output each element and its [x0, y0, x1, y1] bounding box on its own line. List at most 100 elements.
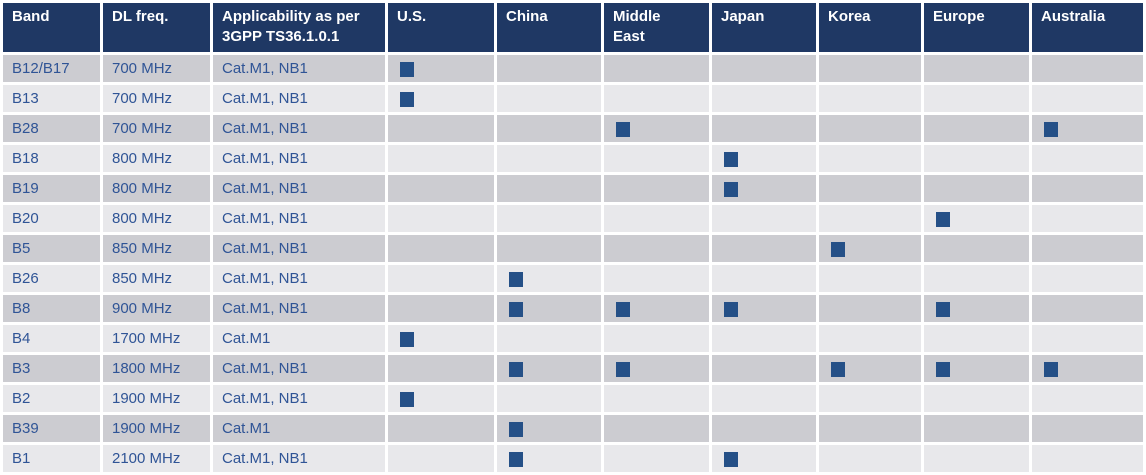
availability-square-icon	[936, 211, 950, 227]
region-cell-us	[388, 295, 494, 322]
region-cell-china	[497, 85, 601, 112]
availability-square-icon	[400, 61, 414, 77]
region-cell-middle-east	[604, 385, 709, 412]
region-cell-japan	[712, 445, 816, 472]
region-cell-europe	[924, 295, 1029, 322]
band-cell: B4	[3, 325, 100, 352]
table-row: B39 1900 MHz Cat.M1	[3, 415, 1143, 442]
region-cell-australia	[1032, 205, 1143, 232]
freq-cell: 800 MHz	[103, 175, 210, 202]
region-cell-japan	[712, 325, 816, 352]
region-cell-middle-east	[604, 265, 709, 292]
applicability-cell: Cat.M1	[213, 325, 385, 352]
region-cell-us	[388, 265, 494, 292]
region-cell-korea	[819, 415, 921, 442]
region-cell-europe	[924, 55, 1029, 82]
column-header-us: U.S.	[388, 3, 494, 52]
region-cell-us	[388, 55, 494, 82]
region-cell-japan	[712, 205, 816, 232]
availability-square-icon	[936, 361, 950, 377]
applicability-cell: Cat.M1	[213, 415, 385, 442]
header-row: Band DL freq. Applicability as per 3GPP …	[3, 3, 1143, 52]
freq-cell: 800 MHz	[103, 145, 210, 172]
region-cell-japan	[712, 85, 816, 112]
region-cell-china	[497, 445, 601, 472]
availability-square-icon	[724, 451, 738, 467]
band-cell: B1	[3, 445, 100, 472]
region-cell-korea	[819, 355, 921, 382]
freq-cell: 900 MHz	[103, 295, 210, 322]
applicability-cell: Cat.M1, NB1	[213, 55, 385, 82]
region-cell-us	[388, 115, 494, 142]
availability-square-icon	[831, 241, 845, 257]
region-cell-middle-east	[604, 55, 709, 82]
availability-square-icon	[616, 301, 630, 317]
band-cell: B39	[3, 415, 100, 442]
region-cell-korea	[819, 85, 921, 112]
table-row: B8 900 MHz Cat.M1, NB1	[3, 295, 1143, 322]
region-cell-australia	[1032, 355, 1143, 382]
region-cell-europe	[924, 175, 1029, 202]
availability-square-icon	[724, 301, 738, 317]
band-cell: B3	[3, 355, 100, 382]
region-cell-us	[388, 235, 494, 262]
region-cell-middle-east	[604, 325, 709, 352]
availability-square-icon	[400, 391, 414, 407]
region-cell-japan	[712, 415, 816, 442]
region-cell-china	[497, 175, 601, 202]
table-row: B2 1900 MHz Cat.M1, NB1	[3, 385, 1143, 412]
applicability-cell: Cat.M1, NB1	[213, 235, 385, 262]
freq-cell: 1800 MHz	[103, 355, 210, 382]
region-cell-australia	[1032, 445, 1143, 472]
freq-cell: 700 MHz	[103, 55, 210, 82]
applicability-cell: Cat.M1, NB1	[213, 445, 385, 472]
region-cell-us	[388, 145, 494, 172]
region-cell-middle-east	[604, 175, 709, 202]
region-cell-japan	[712, 295, 816, 322]
band-cell: B2	[3, 385, 100, 412]
region-cell-europe	[924, 415, 1029, 442]
freq-cell: 800 MHz	[103, 205, 210, 232]
availability-square-icon	[936, 301, 950, 317]
availability-square-icon	[400, 91, 414, 107]
region-cell-japan	[712, 175, 816, 202]
region-cell-korea	[819, 235, 921, 262]
region-cell-china	[497, 265, 601, 292]
column-header-dl-freq: DL freq.	[103, 3, 210, 52]
column-header-china: China	[497, 3, 601, 52]
region-cell-middle-east	[604, 145, 709, 172]
region-cell-europe	[924, 235, 1029, 262]
region-cell-europe	[924, 265, 1029, 292]
availability-square-icon	[1044, 361, 1058, 377]
table-body: B12/B17 700 MHz Cat.M1, NB1 B13 700 MHz Cat.M…	[3, 55, 1143, 472]
freq-cell: 700 MHz	[103, 85, 210, 112]
region-cell-china	[497, 145, 601, 172]
region-cell-us	[388, 85, 494, 112]
region-cell-china	[497, 325, 601, 352]
column-header-australia: Australia	[1032, 3, 1143, 52]
band-cell: B12/B17	[3, 55, 100, 82]
freq-cell: 850 MHz	[103, 235, 210, 262]
region-cell-japan	[712, 355, 816, 382]
column-header-japan: Japan	[712, 3, 816, 52]
region-cell-japan	[712, 145, 816, 172]
region-cell-us	[388, 445, 494, 472]
table-row: B1 2100 MHz Cat.M1, NB1	[3, 445, 1143, 472]
region-cell-korea	[819, 205, 921, 232]
region-cell-europe	[924, 145, 1029, 172]
availability-square-icon	[509, 271, 523, 287]
region-cell-japan	[712, 115, 816, 142]
region-cell-australia	[1032, 85, 1143, 112]
band-cell: B26	[3, 265, 100, 292]
freq-cell: 1700 MHz	[103, 325, 210, 352]
band-cell: B8	[3, 295, 100, 322]
region-cell-middle-east	[604, 295, 709, 322]
region-cell-china	[497, 415, 601, 442]
region-cell-china	[497, 235, 601, 262]
region-cell-japan	[712, 385, 816, 412]
region-cell-australia	[1032, 175, 1143, 202]
availability-square-icon	[509, 301, 523, 317]
band-cell: B20	[3, 205, 100, 232]
region-cell-japan	[712, 235, 816, 262]
region-cell-us	[388, 415, 494, 442]
